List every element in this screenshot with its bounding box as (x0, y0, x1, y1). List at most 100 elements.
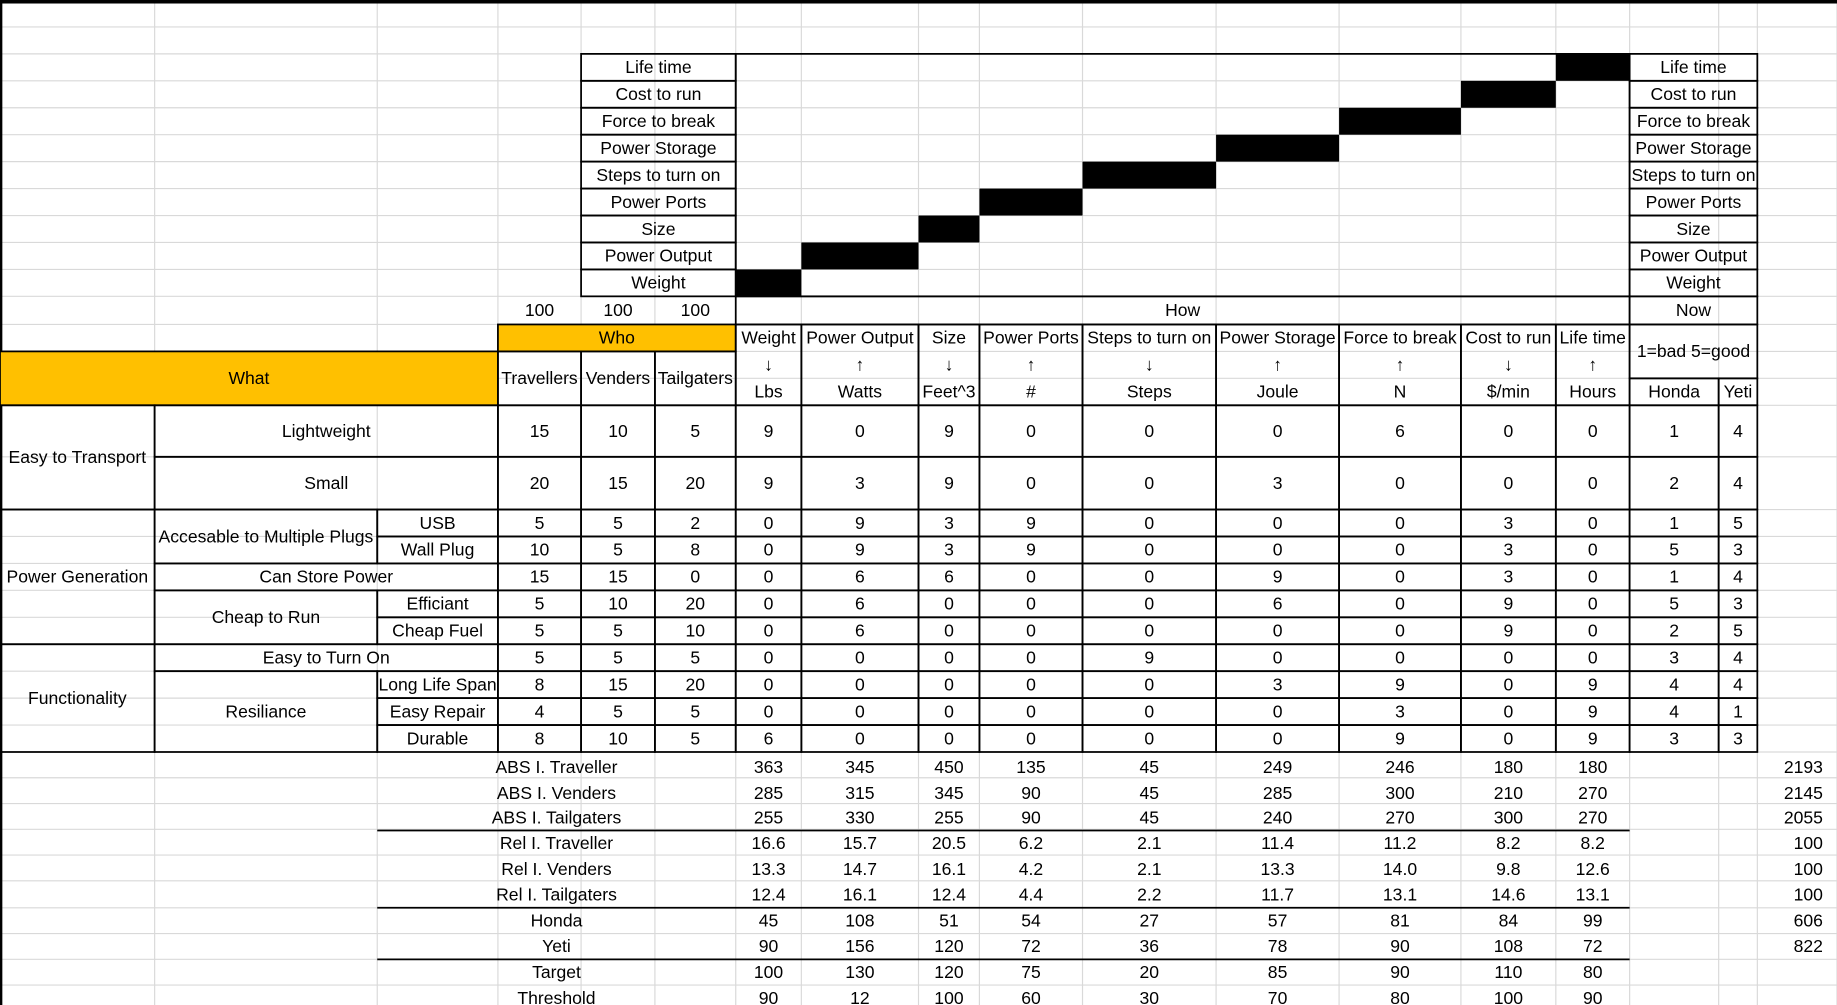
who-weight: 10 (686, 621, 706, 641)
summary-value: 12.4 (932, 885, 966, 905)
summary-value: 54 (1021, 910, 1041, 930)
cell-clip: Power Generation (7, 567, 149, 587)
summary-value: 45 (1140, 783, 1160, 803)
cell-clip: 3 (1733, 594, 1743, 614)
who-weight: 5 (690, 421, 700, 441)
summary-value: 130 (845, 962, 875, 982)
summary-value: 45 (1140, 757, 1160, 777)
cell-clip: 9 (1026, 513, 1036, 533)
relation: 9 (944, 473, 954, 493)
summary-value: 36 (1140, 936, 1160, 956)
cell-clip: 4 (1733, 567, 1743, 587)
cell-clip: $/min (1487, 382, 1530, 402)
relation: 3 (1273, 473, 1283, 493)
group-label: Functionality (28, 688, 127, 708)
relation: 9 (1588, 728, 1598, 748)
cell-clip: ABS I. Venders (497, 783, 616, 803)
roof-label: Size (641, 219, 675, 239)
cell-clip: 249 (1263, 757, 1292, 777)
summary-value: 13.1 (1576, 885, 1610, 905)
relation: 0 (1588, 594, 1598, 614)
cell-clip: 51 (939, 910, 959, 930)
relation: 0 (1588, 567, 1598, 587)
relation: 0 (1026, 674, 1036, 694)
roof-label: Size (1676, 219, 1710, 239)
roof-label: Force to break (1637, 111, 1750, 131)
metric-name: Life time (1560, 328, 1626, 348)
relation: 0 (1273, 621, 1283, 641)
rating: 1 (1733, 701, 1743, 721)
cell-clip: 0 (1503, 701, 1513, 721)
cell-clip: 12.4 (932, 885, 966, 905)
cell-clip: ↑ (1396, 355, 1405, 375)
relation: 9 (1026, 513, 1036, 533)
roof-block (1460, 80, 1556, 108)
cell-clip: 3 (944, 540, 954, 560)
cell-clip: 2193 (1784, 757, 1823, 777)
relation: 0 (1588, 540, 1598, 560)
cell-clip: 16.6 (751, 833, 785, 853)
cell-clip: 20 (686, 473, 706, 493)
cell-clip: 2 (1669, 621, 1679, 641)
cell-clip: 0 (1395, 473, 1405, 493)
cell-clip: 0 (1395, 513, 1405, 533)
relation: 0 (1273, 421, 1283, 441)
cell-clip: 1=bad 5=good (1637, 341, 1750, 361)
cell-clip: 0 (1588, 421, 1598, 441)
cell-clip: 16.1 (932, 859, 966, 879)
relation: 0 (1273, 701, 1283, 721)
cell-clip: 2145 (1784, 783, 1823, 803)
summary-value: 8.2 (1496, 833, 1520, 853)
roof-label: Power Output (605, 246, 713, 266)
cell-clip: 13.3 (751, 859, 785, 879)
summary-value: 270 (1385, 807, 1415, 827)
cell-clip: Venders (586, 368, 651, 388)
metric-name: Steps to turn on (1087, 328, 1211, 348)
cell-clip: Life time (1660, 57, 1726, 77)
cell-clip: 5 (1733, 621, 1743, 641)
who-weight: 5 (613, 701, 623, 721)
rating: 4 (1733, 421, 1743, 441)
relation: 0 (1144, 701, 1154, 721)
cell-clip: 0 (1395, 594, 1405, 614)
group-label: Power Generation (7, 567, 149, 587)
relation: 3 (944, 540, 954, 560)
cell-clip: 8 (690, 540, 700, 560)
cell-clip: 100 (754, 962, 784, 982)
who-weight: 5 (535, 648, 545, 668)
cell-clip: Weight (631, 273, 685, 293)
roof-label: Cost to run (1651, 84, 1737, 104)
summary-label: Honda (531, 910, 583, 930)
relation: 0 (1395, 621, 1405, 641)
cell-clip: Power Ports (1646, 192, 1742, 212)
cell-clip: 100 (1494, 988, 1524, 1005)
relation: 9 (1588, 701, 1598, 721)
cell-clip: 5 (1669, 594, 1679, 614)
requirement-label: Long Life Span (378, 674, 496, 694)
cell-clip: 13.1 (1576, 885, 1610, 905)
cell-clip: 9 (764, 473, 774, 493)
cell-clip: 0 (1588, 594, 1598, 614)
cell-clip: 246 (1385, 757, 1414, 777)
cell-clip: 0 (944, 728, 954, 748)
roof-label: Steps to turn on (596, 165, 720, 185)
cell-clip: 1 (1669, 513, 1679, 533)
rating: 2 (1669, 473, 1679, 493)
cell-clip: # (1026, 382, 1036, 402)
cell-clip: 8 (535, 728, 545, 748)
cell-clip: 0 (944, 621, 954, 641)
relation: 0 (1144, 473, 1154, 493)
rating: 1 (1669, 567, 1679, 587)
relation: 0 (1503, 674, 1513, 694)
requirement-label: Easy Repair (390, 701, 486, 721)
cell-clip: 5 (535, 648, 545, 668)
summary-value: 180 (1494, 757, 1524, 777)
relation: 0 (764, 567, 774, 587)
cell-clip: 270 (1578, 783, 1608, 803)
relation: 6 (855, 567, 865, 587)
summary-value: 90 (1390, 962, 1410, 982)
rating: 4 (1733, 674, 1743, 694)
cell-clip: 0 (1395, 567, 1405, 587)
cell-clip: 0 (855, 421, 865, 441)
